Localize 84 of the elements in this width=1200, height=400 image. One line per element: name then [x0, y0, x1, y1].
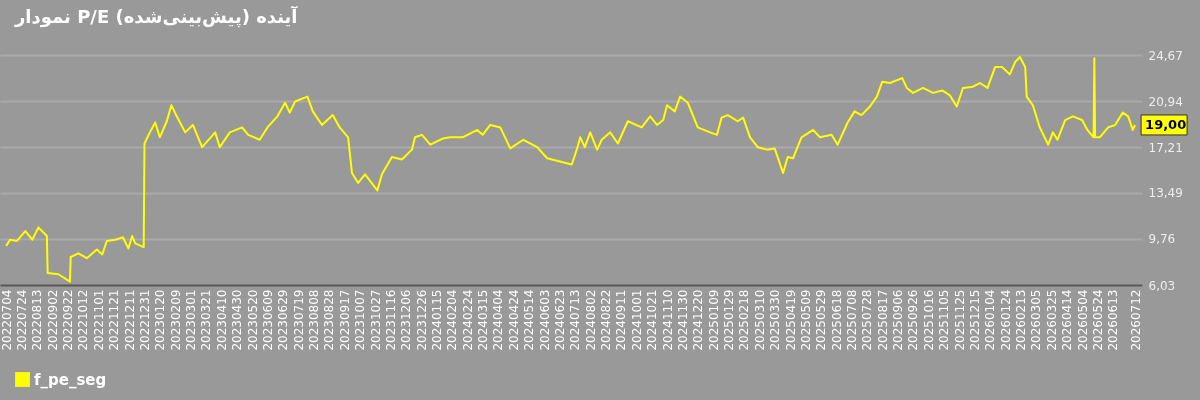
x-tick-label: 20240424: [506, 289, 521, 351]
x-tick-label: 20260712: [1128, 289, 1143, 351]
x-tick-label: 20240603: [537, 289, 552, 351]
x-tick-label: 20241001: [629, 289, 644, 351]
x-tick-label: 20251125: [952, 289, 967, 351]
x-tick-label: 20260124: [998, 289, 1013, 351]
x-tick-label: 20250926: [906, 289, 921, 351]
x-tick-label: 20250728: [860, 289, 875, 351]
x-tick-label: 20240514: [522, 289, 537, 351]
x-tick-label: 20251016: [921, 289, 936, 351]
x-tick-label: 20251105: [937, 289, 952, 351]
x-tick-label: 20260305: [1029, 289, 1044, 351]
x-tick-label: 20260613: [1106, 289, 1121, 351]
x-tick-label: 20240224: [460, 289, 475, 351]
x-tick-label: 20231226: [414, 289, 429, 351]
annotation: 19,00: [1145, 116, 1187, 132]
x-tick-label: 20250509: [798, 289, 813, 351]
x-tick-label: 20241021: [645, 289, 660, 351]
x-tick-label: 20221121: [107, 289, 122, 351]
x-tick-label: 20220704: [0, 289, 14, 351]
x-tick-label: 20231116: [383, 289, 398, 351]
x-tick-label: 20221231: [137, 289, 152, 351]
x-tick-label: 20260213: [1014, 289, 1029, 351]
x-tick-label: 20221012: [76, 289, 91, 351]
x-tick-label: 20220813: [30, 289, 45, 351]
line-series: [5, 56, 1137, 283]
x-tick-label: 20240713: [568, 289, 583, 351]
x-tick-label: 20230828: [322, 289, 337, 351]
x-tick-label: 20250708: [845, 289, 859, 351]
x-tick-label: 20260524: [1090, 289, 1105, 351]
x-tick-label: 20241110: [660, 289, 675, 351]
x-tick-label: 20241220: [691, 289, 706, 351]
x-tick-label: 20251215: [967, 289, 982, 351]
x-tick-label: 20241130: [675, 289, 690, 351]
y-tick-label: 13,49: [1148, 186, 1183, 201]
x-tick-label: 20240315: [476, 289, 491, 351]
chart-title: نمودار P/E آینده (پیش‌بینی‌شده): [14, 5, 299, 28]
x-tick-label: 20230321: [199, 289, 214, 351]
x-tick-label: 20260414: [1060, 289, 1075, 351]
x-tick-label: 20230917: [337, 289, 352, 351]
x-tick-label: 20250129: [722, 289, 737, 351]
x-tick-label: 20230430: [230, 289, 245, 351]
x-tick-label: 20250109: [706, 289, 721, 351]
y-tick-label: 17,21: [1148, 140, 1183, 155]
x-tick-label: 20250906: [891, 289, 906, 351]
x-tick-label: 20240404: [491, 289, 506, 351]
x-tick-label: 20250218: [737, 289, 752, 351]
x-tick-label: 20260104: [983, 289, 998, 351]
x-tick-label: 20221211: [122, 289, 137, 351]
x-tick-label: 20250618: [829, 289, 844, 351]
y-tick-label: 20,94: [1148, 94, 1183, 109]
x-tick-label: 20221101: [91, 289, 106, 351]
x-tick-label: 20220902: [45, 289, 60, 351]
x-tick-label: 20240623: [552, 289, 567, 351]
x-tick-label: 20250330: [768, 289, 783, 351]
x-tick-label: 20220922: [61, 289, 76, 351]
x-tick-label: 20240911: [614, 289, 629, 351]
x-tick-label: 20240204: [445, 289, 460, 351]
legend-label: f_pe_seg: [34, 370, 107, 389]
x-tick-label: 20230629: [276, 289, 291, 351]
x-tick-label: 20260504: [1075, 289, 1090, 351]
x-tick-label: 20250817: [875, 289, 890, 351]
y-tick-label: 24,67: [1148, 48, 1183, 63]
x-tick-label: 20250419: [783, 289, 798, 351]
x-tick-label: 20240822: [599, 289, 614, 351]
x-tick-label: 20230209: [168, 289, 183, 351]
y-tick-label: 6,03: [1148, 278, 1176, 293]
x-tick-label: 20230410: [214, 289, 229, 351]
x-tick-label: 20250310: [752, 289, 767, 351]
x-tick-label: 20231027: [368, 289, 383, 351]
x-tick-label: 20250529: [814, 289, 829, 351]
x-tick-label: 20230808: [307, 289, 322, 351]
x-tick-label: 20220724: [15, 289, 30, 351]
x-tick-label: 20230301: [184, 289, 199, 351]
x-tick-label: 20230120: [153, 289, 168, 351]
x-tick-label: 20260325: [1044, 289, 1059, 351]
y-tick-label: 9,76: [1148, 232, 1176, 247]
x-tick-label: 20240802: [583, 289, 598, 351]
x-tick-label: 20230609: [260, 289, 275, 351]
x-tick-label: 20230719: [291, 289, 306, 351]
x-tick-label: 20240115: [430, 289, 445, 351]
x-tick-label: 20230520: [245, 289, 260, 351]
x-tick-label: 20231206: [399, 289, 414, 351]
x-tick-label: 20231007: [353, 289, 368, 351]
